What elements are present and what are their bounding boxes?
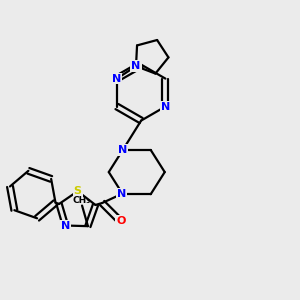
Text: N: N <box>131 61 141 71</box>
Text: CH₃: CH₃ <box>73 196 91 205</box>
Text: N: N <box>161 102 170 112</box>
Text: S: S <box>74 186 82 196</box>
Text: N: N <box>117 189 126 199</box>
Text: N: N <box>112 74 122 84</box>
Text: N: N <box>61 220 70 230</box>
Text: O: O <box>116 216 125 226</box>
Text: N: N <box>118 145 128 155</box>
